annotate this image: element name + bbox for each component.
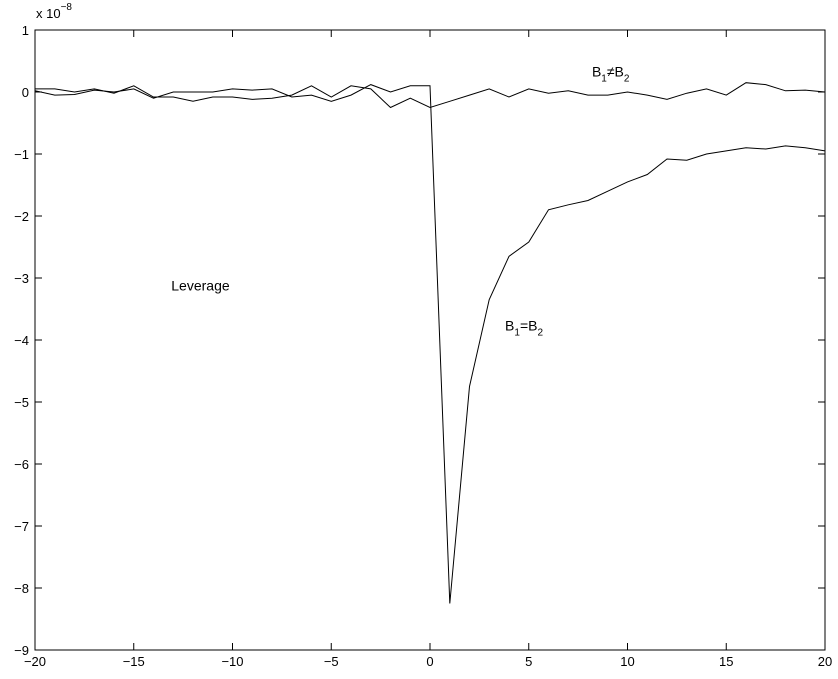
annotation-neq-s2: 2 <box>624 74 630 85</box>
x-tick-label: −15 <box>123 654 145 669</box>
series-group <box>34 82 826 604</box>
series-line-1 <box>35 82 826 109</box>
y-tick-label: −6 <box>14 457 29 472</box>
y-scale-label: x 10−8 <box>36 2 72 21</box>
annotation-leverage: Leverage <box>171 277 230 293</box>
annotation-neq-b2: B <box>615 64 624 80</box>
series-line-2 <box>34 84 826 604</box>
plot-frame <box>34 29 826 651</box>
annotation-neq-op: ≠ <box>607 64 615 80</box>
x-tick-label: −5 <box>324 654 339 669</box>
x-tick-label: 15 <box>719 654 733 669</box>
annotation-eq-s1: 1 <box>514 328 520 339</box>
x-tick-label: −20 <box>24 654 46 669</box>
y-tick-label: −4 <box>14 333 29 348</box>
y-tick-label: −2 <box>14 209 29 224</box>
y-scale-exponent: −8 <box>61 2 73 13</box>
y-axis-ticks: 1 0 −1 −2 −3 −4 −5 −6 −7 −8 −9 <box>14 23 825 658</box>
annotation-neq: B1≠B2 <box>592 64 630 85</box>
y-tick-label: −3 <box>14 271 29 286</box>
y-tick-label: 0 <box>22 85 29 100</box>
y-tick-label: −5 <box>14 395 29 410</box>
y-tick-label: 1 <box>22 23 29 38</box>
y-scale-base: x 10 <box>36 6 61 21</box>
annotation-neq-b1: B <box>592 64 601 80</box>
x-tick-label: 0 <box>426 654 433 669</box>
x-tick-label: 10 <box>620 654 634 669</box>
annotation-eq-op: = <box>520 318 528 334</box>
x-axis-ticks: −20 −15 −10 −5 0 5 10 15 20 <box>24 30 832 669</box>
annotation-eq-b2: B <box>528 318 537 334</box>
y-tick-label: −8 <box>14 581 29 596</box>
y-tick-label: −9 <box>14 643 29 658</box>
y-tick-label: −7 <box>14 519 29 534</box>
x-tick-label: −10 <box>221 654 243 669</box>
annotation-neq-s1: 1 <box>601 74 607 85</box>
annotation-eq-b1: B <box>505 318 514 334</box>
x-tick-label: 20 <box>818 654 832 669</box>
x-tick-label: 5 <box>525 654 532 669</box>
annotation-eq: B1=B2 <box>505 318 543 339</box>
y-tick-label: −1 <box>14 147 29 162</box>
annotation-eq-s2: 2 <box>537 328 543 339</box>
